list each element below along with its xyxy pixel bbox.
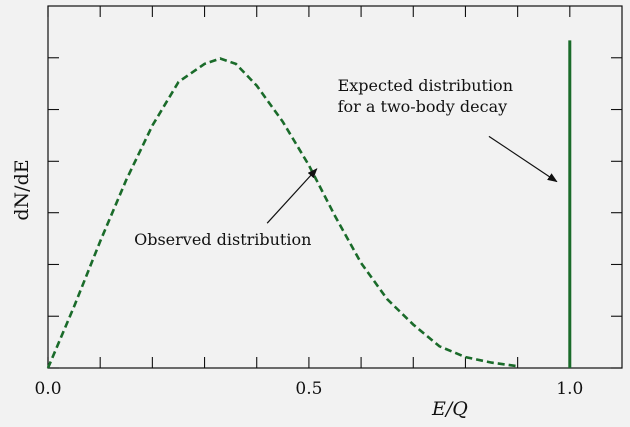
- data-point-0-13: [361, 263, 362, 264]
- x-tick-labels: 0.0 0.5 1.0: [34, 379, 583, 399]
- data-point-0-1: [74, 306, 75, 307]
- data-point-0-16: [439, 346, 440, 347]
- axis-ticks: [47, 6, 622, 369]
- data-point-0-14: [387, 299, 388, 300]
- annotations-group: Observed distribution Expected distributi…: [134, 76, 558, 249]
- data-point-1-0: [569, 368, 570, 369]
- annotation-text-1: Expected distribution for a two-body deca…: [338, 76, 513, 116]
- data-point-0-9: [256, 85, 257, 86]
- data-point-0-7: [220, 58, 221, 59]
- annotation-text-0: Observed distribution: [134, 230, 311, 249]
- data-point-0-4: [152, 125, 153, 126]
- x-tick-label-1: 0.5: [295, 379, 322, 399]
- annotation-arrow-0: [266, 168, 318, 224]
- data-point-0-15: [413, 324, 414, 325]
- data-point-0-12: [335, 215, 336, 216]
- data-point-0-0: [48, 368, 49, 369]
- series-group: [46, 40, 572, 369]
- x-axis-label: E/Q: [431, 398, 468, 420]
- data-point-0-2: [100, 241, 101, 242]
- data-point-0-8: [235, 63, 236, 64]
- data-point-0-19: [517, 366, 518, 367]
- data-point-0-3: [126, 179, 127, 180]
- y-axis-label: dN/dE: [11, 159, 33, 220]
- annotation-arrow-1: [488, 135, 558, 183]
- data-point-1-1: [569, 40, 570, 41]
- x-tick-label-2: 1.0: [556, 379, 583, 399]
- x-tick-label-0: 0.0: [34, 379, 61, 399]
- data-point-0-10: [282, 121, 283, 122]
- data-point-0-18: [491, 362, 492, 363]
- data-point-0-6: [204, 63, 205, 64]
- plot-area: [47, 5, 623, 369]
- data-point-0-17: [465, 357, 466, 358]
- data-point-0-5: [178, 82, 179, 83]
- data-point-0-11: [308, 165, 309, 166]
- series-line-0: [46, 57, 518, 369]
